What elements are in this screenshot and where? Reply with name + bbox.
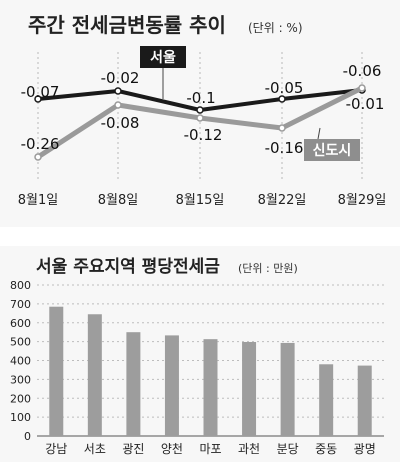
bar-y-tick-1: 100: [10, 411, 31, 424]
bar-chart-unit-note: (단위 : 만원): [238, 262, 298, 275]
line-point-1-0: [34, 153, 42, 161]
series-name-box-1: [304, 139, 360, 161]
line-point-1-1: [114, 101, 122, 109]
line-value-label-1-2: -0.12: [184, 126, 223, 144]
line-value-label-1-3: -0.16: [265, 139, 304, 157]
line-point-1-2: [196, 114, 204, 122]
bar-y-tick-4: 400: [10, 355, 31, 368]
line-value-label-0-4: -0.06: [343, 62, 382, 80]
line-chart-series: [34, 84, 366, 161]
line-point-1-4: [358, 84, 366, 92]
bar-y-tick-5: 500: [10, 336, 31, 349]
line-value-label-1-1: -0.08: [101, 114, 140, 132]
bar-y-tick-3: 300: [10, 373, 31, 386]
bar-chart-title: 서울 주요지역 평당전세금: [36, 257, 220, 277]
bar-y-tick-6: 600: [10, 317, 31, 330]
line-x-tick-2: 8월15일: [176, 193, 225, 208]
bar-chart-y-axis: 0 100 200 300 400 500 600 700 800: [10, 279, 31, 443]
line-value-label-0-0: -0.07: [21, 83, 60, 101]
line-point-0-2: [196, 106, 204, 114]
bar-3: [164, 335, 179, 436]
bar-y-tick-7: 700: [10, 298, 31, 311]
series-name-box-0: [140, 46, 186, 68]
bar-chart-bars: [49, 306, 372, 436]
bar-x-tick-7: 중동: [315, 442, 337, 456]
bar-x-tick-0: 강남: [45, 442, 67, 456]
bar-y-tick-0: 0: [24, 430, 31, 443]
line-chart-value-labels: -0.07 -0.02 -0.1 -0.05 -0.06 -0.26 -0.08 -0.12 -…: [21, 62, 385, 157]
bar-x-tick-1: 서초: [84, 442, 106, 456]
bar-chart-background: [0, 246, 400, 462]
line-x-tick-3: 8월22일: [258, 193, 307, 208]
line-x-tick-1: 8월8일: [98, 193, 138, 208]
bar-chart-x-axis: 강남 서초 광진 양천 마포 과천 분당 중동 광명: [45, 441, 376, 456]
bar-x-tick-6: 분당: [277, 442, 299, 456]
series-name-label-1: 신도시: [313, 143, 352, 159]
bar-x-tick-2: 광진: [122, 442, 144, 456]
line-chart-title: 주간 전세금변동률 추이: [28, 13, 226, 37]
bar-0: [49, 306, 64, 436]
bar-2: [126, 332, 141, 436]
bar-8: [357, 365, 372, 436]
bar-x-tick-3: 양천: [161, 441, 183, 456]
series-name-label-0: 서울: [150, 49, 176, 66]
bar-7: [319, 364, 334, 436]
bar-5: [242, 342, 257, 436]
bar-x-tick-5: 과천: [238, 441, 260, 456]
line-point-1-3: [278, 124, 286, 132]
line-point-0-0: [34, 95, 42, 103]
line-point-0-1: [114, 87, 122, 95]
bar-x-tick-4: 마포: [199, 442, 221, 456]
line-value-label-0-3: -0.05: [265, 79, 304, 97]
bar-x-tick-8: 광명: [354, 442, 376, 456]
line-value-label-0-2: -0.1: [186, 89, 215, 107]
bar-1: [87, 314, 102, 436]
line-chart-unit-note: (단위 : %): [248, 21, 303, 35]
line-x-tick-4: 8월29일: [338, 193, 387, 208]
bar-y-tick-8: 800: [10, 279, 31, 292]
line-value-label-1-0: -0.26: [21, 135, 60, 153]
line-point-0-3: [278, 95, 286, 103]
line-value-label-1-4: -0.01: [346, 95, 385, 113]
line-value-label-0-1: -0.02: [101, 69, 140, 87]
line-chart-x-axis: 8월1일 8월8일 8월15일 8월22일 8월29일: [18, 193, 387, 208]
bar-4: [203, 339, 218, 436]
line-x-tick-0: 8월1일: [18, 193, 58, 208]
series-callout-line-1: [317, 127, 321, 140]
bar-6: [280, 342, 295, 436]
line-chart-gridlines: [37, 52, 363, 182]
bar-y-tick-2: 200: [10, 392, 31, 405]
